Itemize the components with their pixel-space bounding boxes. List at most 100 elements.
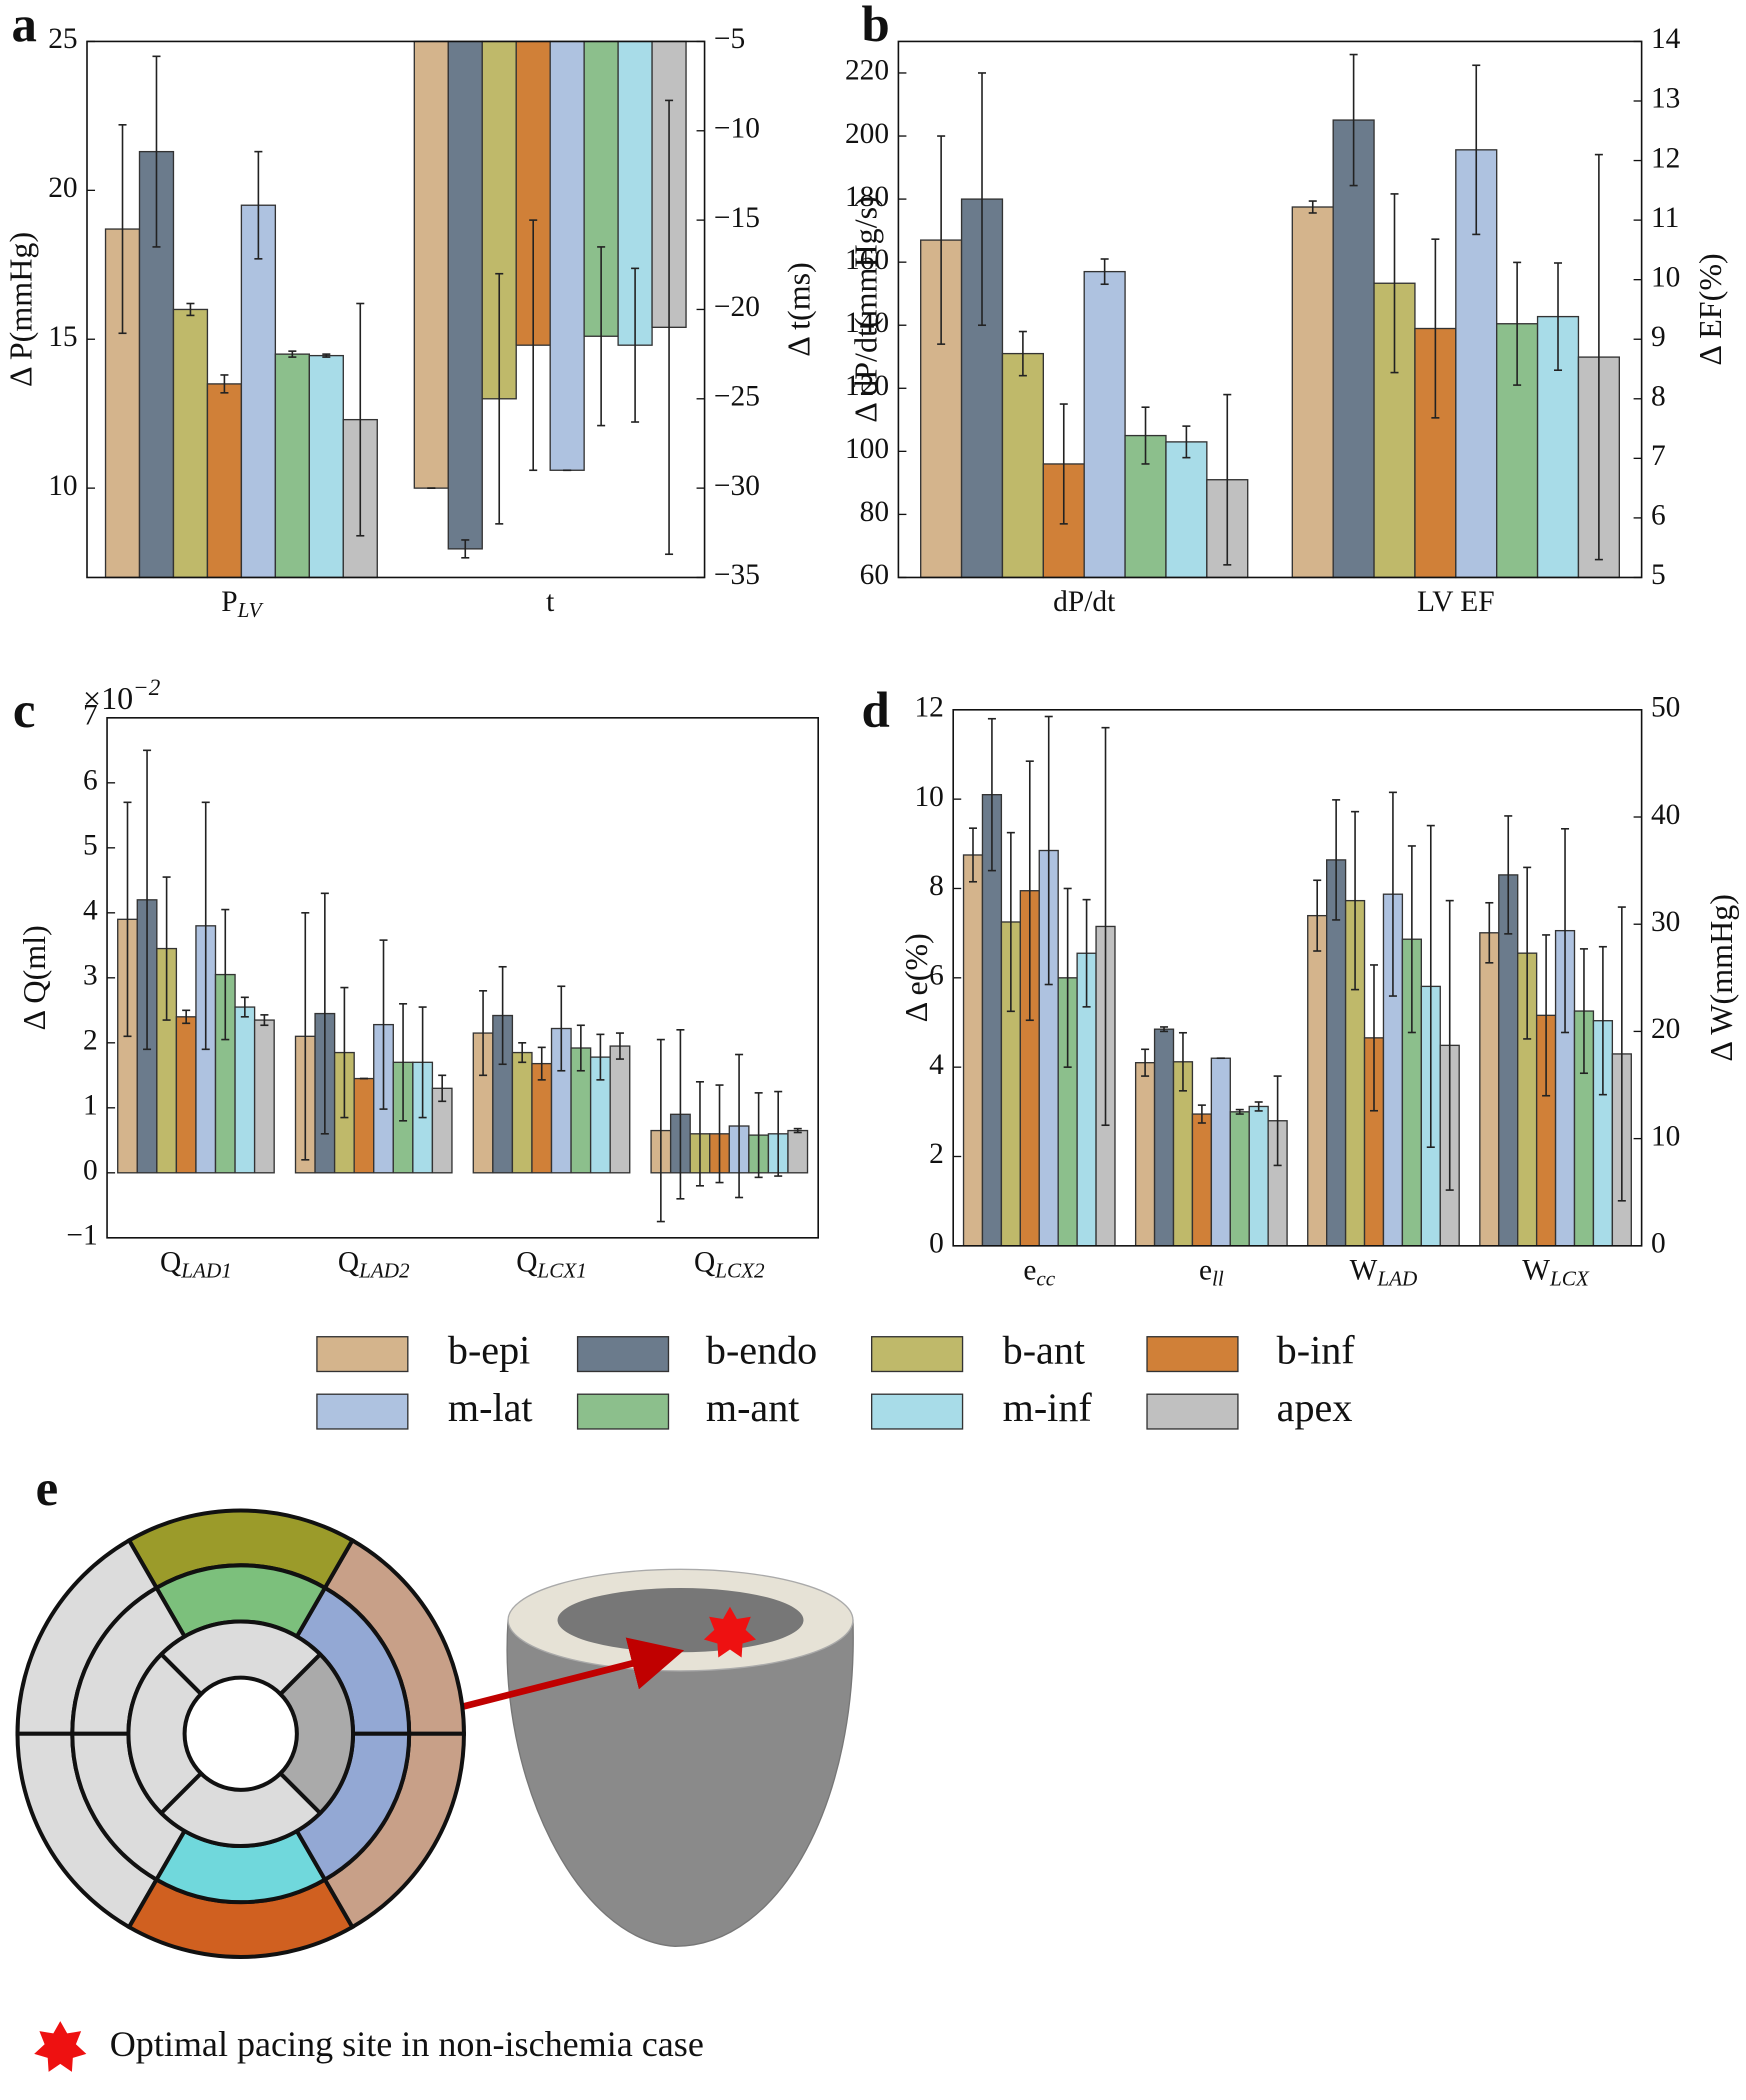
y2-tick-label: −15	[714, 202, 760, 234]
error-bar	[1579, 948, 1588, 1075]
x-tick-label: QLAD2	[338, 1246, 410, 1282]
y2-tick-label: 0	[1651, 1228, 1666, 1260]
y-tick-label: 60	[860, 559, 889, 591]
y-tick-label: 7	[83, 700, 98, 732]
error-bar	[221, 908, 230, 1041]
error-bar	[774, 1090, 783, 1177]
error-bar	[118, 124, 127, 335]
error-bar	[1351, 810, 1360, 991]
error-bar	[1141, 1048, 1150, 1077]
bar	[511, 1051, 533, 1174]
heart-model	[506, 1568, 854, 1947]
error-bar	[656, 1038, 665, 1223]
error-bar	[529, 219, 538, 472]
error-bar	[1445, 899, 1454, 1191]
x-tick-label: ecc	[1023, 1254, 1055, 1290]
bar	[274, 353, 310, 579]
y-tick-label: 80	[860, 496, 889, 528]
error-bar	[1426, 824, 1435, 1149]
error-bar	[288, 350, 297, 358]
error-bar	[152, 55, 161, 248]
error-bar	[186, 302, 195, 317]
y-tick-label: 180	[845, 181, 889, 213]
legend-label: m-lat	[448, 1385, 533, 1430]
error-bar	[1313, 879, 1322, 952]
panel-label: c	[13, 682, 36, 738]
x-tick-label: PLV	[221, 586, 263, 622]
legend-swatch	[576, 1393, 670, 1430]
legend-swatch	[1146, 1336, 1239, 1373]
error-bar	[1542, 934, 1551, 1097]
legend-label: m-inf	[1003, 1385, 1093, 1430]
y2-tick-label: 7	[1651, 440, 1666, 472]
y2-tick-label: 6	[1651, 500, 1666, 532]
bar	[549, 40, 585, 471]
y2-tick-label: 13	[1651, 83, 1680, 115]
error-bar	[1141, 406, 1150, 465]
legend-swatch	[316, 1393, 409, 1430]
chart: d 0 2 4 6 8 10 12 0 10 20 30 40 50 Δ e(%) Δ W(mmHg) ecc e…	[862, 682, 1739, 1291]
y-offset-label: ×10−2	[83, 674, 161, 716]
error-bar	[495, 272, 504, 525]
error-bar	[1431, 238, 1440, 419]
segment	[126, 1651, 204, 1816]
y-tick-label: 4	[929, 1049, 944, 1081]
y-tick-label: 120	[845, 370, 889, 402]
error-bar	[793, 1127, 802, 1134]
bar	[1083, 270, 1126, 579]
error-bar	[1100, 258, 1109, 286]
error-bar	[1598, 945, 1607, 1096]
error-bar	[615, 1032, 624, 1060]
y-tick-label: 10	[914, 781, 943, 813]
error-bar	[1101, 726, 1110, 1127]
y-tick-label: 0	[83, 1155, 98, 1187]
y-tick-label: 8	[929, 870, 944, 902]
error-bar	[182, 1009, 191, 1025]
bar	[1229, 1111, 1250, 1247]
y2-tick-label: 11	[1651, 202, 1679, 234]
bar	[413, 40, 449, 489]
y-tick-label: 1	[83, 1090, 98, 1122]
error-bar	[1523, 866, 1532, 1040]
y2-tick-label: −25	[714, 381, 760, 413]
error-bar	[322, 353, 331, 358]
plot-frame	[106, 717, 819, 1239]
y-tick-label: 140	[845, 307, 889, 339]
bar	[353, 1077, 375, 1174]
y2-tick-label: 40	[1651, 799, 1680, 831]
error-bar	[576, 1024, 585, 1072]
plot-frame	[952, 709, 1643, 1247]
legend-star	[34, 2021, 87, 2072]
error-bar	[418, 1006, 427, 1119]
legend-label: m-ant	[706, 1385, 800, 1430]
segment	[158, 1619, 323, 1697]
error-bar	[254, 150, 263, 260]
error-bar	[1513, 261, 1522, 386]
error-bar	[1082, 898, 1091, 1008]
error-bar	[220, 374, 229, 394]
y-tick-label: 15	[48, 321, 77, 353]
error-bar	[201, 801, 210, 1051]
error-bar	[596, 1033, 605, 1081]
error-bar	[977, 72, 987, 327]
y-axis-label: Δ Q(ml)	[16, 925, 52, 1030]
bar	[787, 1129, 809, 1174]
bar	[1001, 352, 1044, 579]
error-bar	[1369, 964, 1379, 1112]
error-bar	[498, 965, 507, 1066]
plot-frame	[897, 40, 1643, 579]
x-tick-label: LV EF	[1417, 586, 1495, 618]
bar	[234, 1006, 256, 1174]
error-bar	[356, 302, 365, 537]
y2-axis-label: Δ W(mmHg)	[1703, 894, 1739, 1062]
y-tick-label: 100	[845, 433, 889, 465]
y2-tick-label: 20	[1651, 1013, 1680, 1045]
error-bar	[557, 985, 566, 1072]
error-bar	[715, 1084, 724, 1184]
error-bar	[1025, 760, 1034, 1022]
y-tick-label: 160	[845, 244, 889, 276]
error-bar	[162, 876, 171, 1021]
error-bar	[1178, 1031, 1187, 1092]
y2-tick-label: 30	[1651, 906, 1680, 938]
